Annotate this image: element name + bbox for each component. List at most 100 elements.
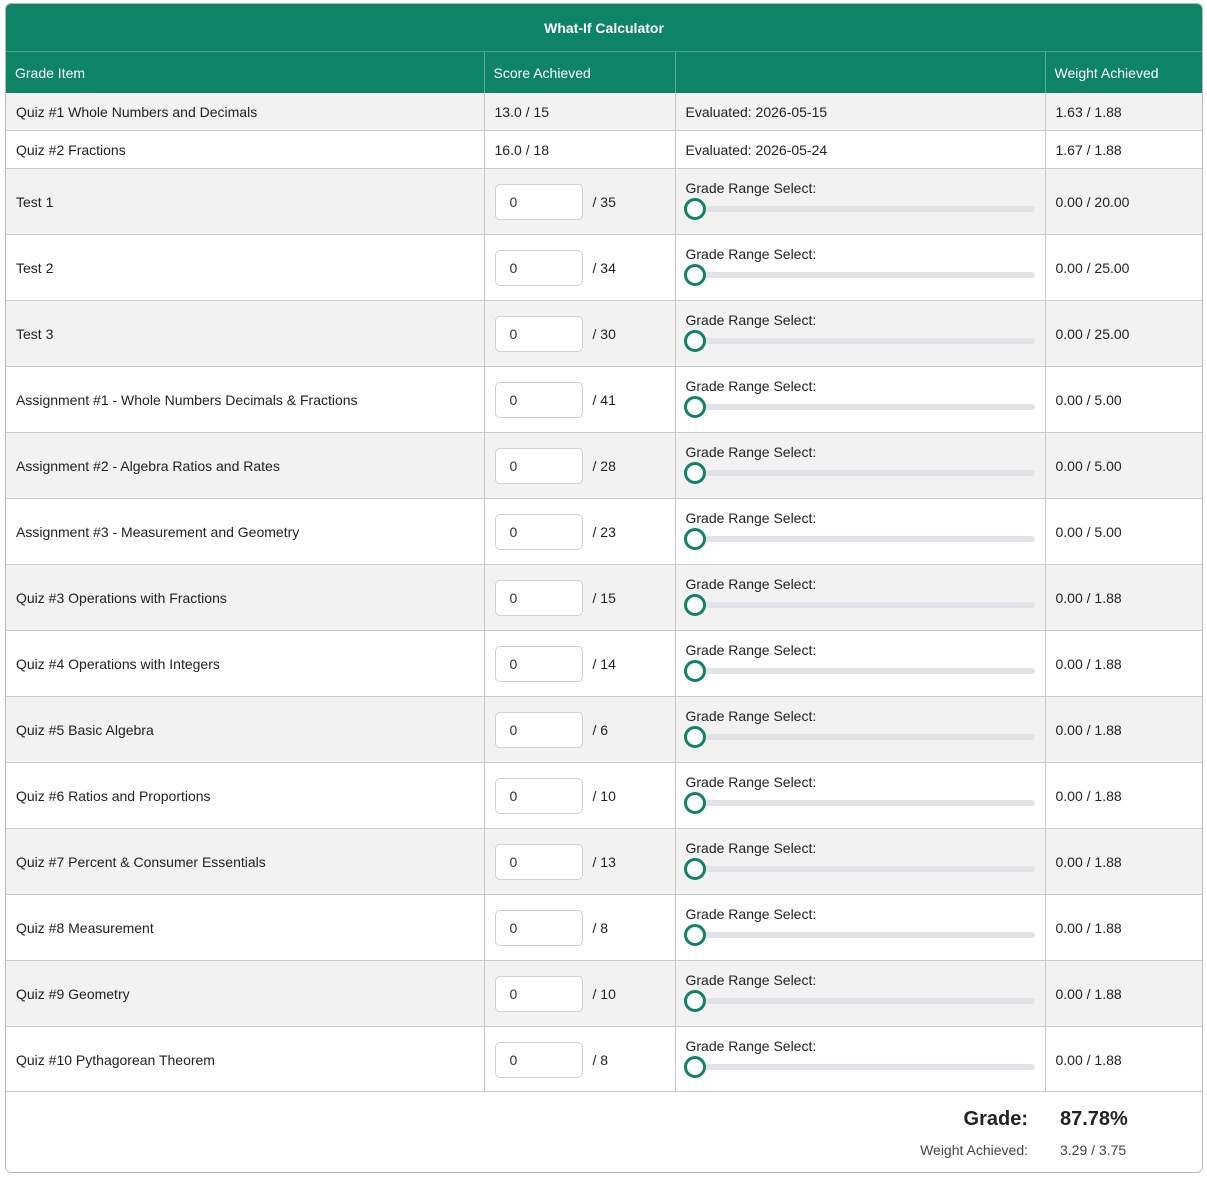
score-achieved: 13.0 / 15 xyxy=(484,93,676,131)
range-cell: Grade Range Select: xyxy=(675,234,1046,301)
score-input[interactable] xyxy=(494,381,583,418)
weight-achieved: 1.63 / 1.88 xyxy=(1045,93,1202,131)
grade-range-label: Grade Range Select: xyxy=(685,576,817,592)
grade-table: Grade Item Score Achieved Weight Achieve… xyxy=(6,52,1202,1092)
what-if-calculator: What-If Calculator Grade Item Score Achi… xyxy=(5,3,1203,1173)
grade-item-name: Quiz #4 Operations with Integers xyxy=(6,630,485,697)
slider-thumb[interactable] xyxy=(683,198,706,220)
evaluated-row: Quiz #2 Fractions 16.0 / 18 Evaluated: 202… xyxy=(6,130,1202,169)
grade-range-slider[interactable] xyxy=(683,726,1035,748)
slider-thumb[interactable] xyxy=(683,1056,706,1078)
score-entry: / 10 xyxy=(494,777,665,814)
grade-range-slider[interactable] xyxy=(683,792,1035,814)
out-of-total: / 23 xyxy=(592,523,616,540)
score-cell: / 23 xyxy=(484,498,676,565)
grade-range-slider[interactable] xyxy=(683,396,1035,418)
score-input[interactable] xyxy=(494,909,583,946)
out-of-total: / 14 xyxy=(592,655,616,672)
score-input[interactable] xyxy=(494,975,583,1012)
score-input[interactable] xyxy=(494,711,583,748)
slider-thumb[interactable] xyxy=(683,462,706,484)
range-cell: Grade Range Select: xyxy=(675,498,1046,565)
score-input[interactable] xyxy=(494,843,583,880)
slider-thumb[interactable] xyxy=(683,924,706,946)
score-cell: / 8 xyxy=(484,894,676,961)
slider-thumb[interactable] xyxy=(683,726,706,748)
grade-range-label: Grade Range Select: xyxy=(685,180,817,196)
score-entry: / 41 xyxy=(494,381,665,418)
score-input[interactable] xyxy=(494,315,583,352)
weight-achieved: 0.00 / 1.88 xyxy=(1045,696,1202,763)
weight-achieved: 0.00 / 5.00 xyxy=(1045,366,1202,433)
score-entry: / 23 xyxy=(494,513,665,550)
header-score-achieved: Score Achieved xyxy=(484,52,676,93)
grade-item-name: Quiz #1 Whole Numbers and Decimals xyxy=(6,93,485,131)
range-cell: Grade Range Select: xyxy=(675,564,1046,631)
slider-thumb[interactable] xyxy=(683,330,706,352)
range-cell: Grade Range Select: xyxy=(675,894,1046,961)
slider-thumb[interactable] xyxy=(683,990,706,1012)
score-input[interactable] xyxy=(494,183,583,220)
grade-range-slider[interactable] xyxy=(683,594,1035,616)
out-of-total: / 28 xyxy=(592,457,616,474)
grade-range-label: Grade Range Select: xyxy=(685,642,817,658)
score-input[interactable] xyxy=(494,1041,583,1078)
range-cell: Grade Range Select: xyxy=(675,300,1046,367)
grade-range-slider[interactable] xyxy=(683,990,1035,1012)
grade-range-slider[interactable] xyxy=(683,330,1035,352)
score-input[interactable] xyxy=(494,579,583,616)
range-cell: Grade Range Select: xyxy=(675,168,1046,235)
grade-range-label: Grade Range Select: xyxy=(685,510,817,526)
grade-summary: Grade: 87.78% Weight Achieved: 3.29 / 3.… xyxy=(6,1091,1202,1172)
score-input[interactable] xyxy=(494,447,583,484)
calculator-title: What-If Calculator xyxy=(6,4,1202,52)
what-if-row: Assignment #1 - Whole Numbers Decimals &… xyxy=(6,366,1202,433)
slider-thumb[interactable] xyxy=(683,264,706,286)
grade-range-slider[interactable] xyxy=(683,264,1035,286)
grade-item-name: Quiz #10 Pythagorean Theorem xyxy=(6,1026,485,1092)
grade-range-slider[interactable] xyxy=(683,198,1035,220)
table-header-row: Grade Item Score Achieved Weight Achieve… xyxy=(6,52,1202,93)
header-weight-achieved: Weight Achieved xyxy=(1045,52,1202,93)
score-cell: / 15 xyxy=(484,564,676,631)
score-input[interactable] xyxy=(494,513,583,550)
slider-thumb[interactable] xyxy=(683,528,706,550)
score-input[interactable] xyxy=(494,645,583,682)
out-of-total: / 34 xyxy=(592,259,616,276)
what-if-row: Quiz #6 Ratios and Proportions / 10 Grade … xyxy=(6,762,1202,829)
grade-range-slider[interactable] xyxy=(683,528,1035,550)
slider-thumb[interactable] xyxy=(683,396,706,418)
slider-thumb[interactable] xyxy=(683,858,706,880)
score-cell: / 13 xyxy=(484,828,676,895)
grade-range-label: Grade Range Select: xyxy=(685,378,817,394)
slider-thumb[interactable] xyxy=(683,594,706,616)
grade-range-label: Grade Range Select: xyxy=(685,246,817,262)
grade-item-name: Test 2 xyxy=(6,234,485,301)
grade-range-slider[interactable] xyxy=(683,462,1035,484)
what-if-row: Test 1 / 35 Grade Range Select: 0.00 / 20.0… xyxy=(6,168,1202,235)
grade-item-name: Assignment #3 - Measurement and Geometry xyxy=(6,498,485,565)
what-if-row: Quiz #9 Geometry / 10 Grade Range Select: 0… xyxy=(6,960,1202,1027)
what-if-row: Assignment #2 - Algebra Ratios and Rates… xyxy=(6,432,1202,499)
score-entry: / 28 xyxy=(494,447,665,484)
weight-achieved: 0.00 / 1.88 xyxy=(1045,828,1202,895)
score-input[interactable] xyxy=(494,249,583,286)
slider-thumb[interactable] xyxy=(683,660,706,682)
weight-achieved: 0.00 / 1.88 xyxy=(1045,1026,1202,1092)
grade-range-slider[interactable] xyxy=(683,660,1035,682)
score-entry: / 8 xyxy=(494,909,665,946)
score-cell: / 35 xyxy=(484,168,676,235)
what-if-row: Quiz #8 Measurement / 8 Grade Range Select… xyxy=(6,894,1202,961)
weight-achieved: 0.00 / 1.88 xyxy=(1045,630,1202,697)
grade-range-label: Grade Range Select: xyxy=(685,774,817,790)
score-entry: / 13 xyxy=(494,843,665,880)
what-if-row: Test 2 / 34 Grade Range Select: 0.00 / 25.0… xyxy=(6,234,1202,301)
score-entry: / 6 xyxy=(494,711,665,748)
score-input[interactable] xyxy=(494,777,583,814)
score-cell: / 34 xyxy=(484,234,676,301)
grade-range-slider[interactable] xyxy=(683,1056,1035,1078)
grade-range-slider[interactable] xyxy=(683,924,1035,946)
slider-thumb[interactable] xyxy=(683,792,706,814)
grade-range-slider[interactable] xyxy=(683,858,1035,880)
what-if-row: Quiz #5 Basic Algebra / 6 Grade Range Sele… xyxy=(6,696,1202,763)
